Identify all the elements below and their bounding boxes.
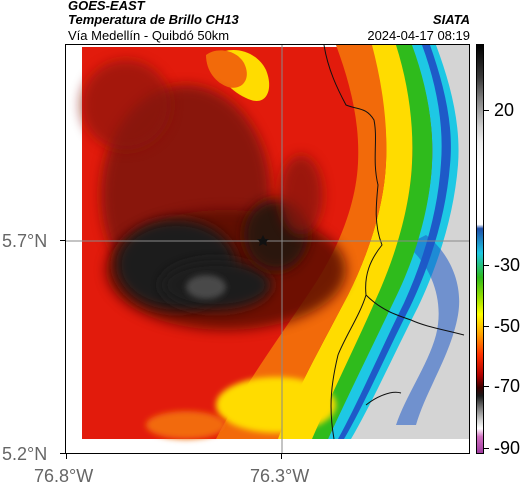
colorbar-tick-minus90 [484,448,489,449]
timestamp-label: 2024-04-17 08:19 [367,28,470,43]
lat-tick-5-2 [60,453,65,454]
colorbar-label-minus50: -50 [494,316,521,336]
lon-label-76-8: 76.8°W [34,466,94,486]
coastline [323,45,383,440]
colorbar-tick-minus30 [484,265,489,266]
organization-label: SIATA [432,12,470,27]
colorbar [476,44,484,454]
lat-label-5-7: 5.7°N [2,231,48,251]
product-title: Temperatura de Brillo CH13 [68,12,239,27]
colorbar-tick-minus50 [484,326,489,327]
colorbar-tick-minus70 [484,386,489,387]
colorbar-label-20: 20 [494,100,515,120]
location-marker-icon [257,235,269,246]
lat-label-5-2: 5.2°N [2,444,48,464]
lon-tick-76-8 [66,454,67,459]
colorbar-label-minus90: -90 [494,438,521,458]
lon-tick-76-3 [281,454,282,459]
satellite-title: GOES-EAST [68,0,145,13]
temperature-field [81,45,469,439]
colorbar-label-minus30: -30 [494,255,521,275]
boundary-line-south [365,391,402,406]
boundary-line [365,294,465,336]
colorbar-label-minus70: -70 [494,376,521,396]
brightness-temperature-map [65,44,470,454]
colorbar-tick-20 [484,110,489,111]
region-subtitle: Vía Medellín - Quibdó 50km [68,28,230,43]
lon-label-76-3: 76.3°W [250,466,310,486]
lat-tick-5-7 [60,240,65,241]
